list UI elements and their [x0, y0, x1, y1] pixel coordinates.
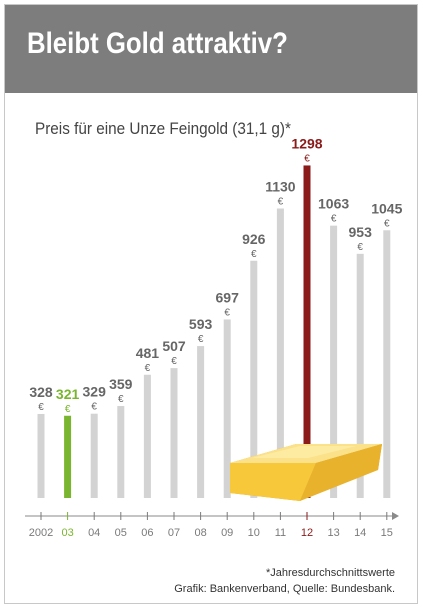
gold-bar-highlight — [252, 446, 356, 458]
x-tick-label: 07 — [168, 527, 180, 539]
chart-subtitle: Preis für eine Unze Feingold (31,1 g)* — [35, 119, 291, 138]
x-tick-label: 12 — [301, 527, 313, 539]
footnote: *Jahresdurchschnittswerte — [265, 567, 395, 579]
gold-bar-icon — [230, 444, 382, 501]
bar — [223, 319, 231, 498]
currency-label: € — [171, 356, 177, 367]
currency-label: € — [224, 307, 230, 318]
page-title: Bleibt Gold attraktiv? — [27, 27, 288, 60]
gold-bar-front — [230, 463, 316, 501]
header-banner: Bleibt Gold attraktiv? — [5, 5, 417, 93]
x-tick-label: 11 — [275, 527, 286, 539]
x-tick-label: 14 — [354, 527, 366, 539]
x-tick-label: 05 — [115, 527, 127, 539]
x-tick-label: 09 — [221, 527, 233, 539]
value-label: 359 — [109, 376, 133, 392]
value-label: 321 — [56, 386, 80, 402]
bar — [117, 406, 125, 498]
x-tick-label: 2002 — [29, 527, 53, 539]
bar — [64, 415, 72, 498]
currency-label: € — [384, 218, 390, 229]
currency-label: € — [278, 196, 284, 207]
bar — [250, 260, 258, 498]
value-label: 329 — [83, 384, 107, 400]
x-tick-label: 08 — [194, 527, 206, 539]
bar — [143, 374, 151, 498]
value-labels-group: 328 €321 €329 €359 €481 €507 €593 €697 €926 €1130… — [29, 135, 402, 414]
currency-label: € — [331, 214, 337, 225]
value-label: 1130 — [265, 178, 296, 194]
currency-label: € — [357, 242, 363, 253]
bar — [356, 253, 364, 498]
value-label: 593 — [189, 316, 213, 332]
value-label: 1045 — [371, 200, 402, 216]
chart-frame: Bleibt Gold attraktiv? Preis für eine Un… — [4, 4, 418, 604]
x-axis-arrow-icon — [392, 512, 399, 520]
x-axis: 2002 03 04 05 06 07 08 09 10 11 12 13 14 15 — [25, 512, 399, 539]
bar — [303, 165, 311, 498]
source-note: Grafik: Bankenverband, Quelle: Bundesban… — [174, 583, 395, 595]
bar — [90, 413, 98, 498]
currency-label: € — [198, 334, 204, 345]
x-tick-label: 06 — [141, 527, 153, 539]
currency-label: € — [118, 394, 124, 405]
x-tick-label: 13 — [327, 527, 339, 539]
currency-label: € — [251, 249, 257, 260]
x-tick-label: 10 — [248, 527, 260, 539]
bar — [197, 346, 205, 498]
value-label: 507 — [162, 338, 186, 354]
currency-label: € — [38, 402, 44, 413]
bar — [170, 368, 178, 498]
currency-label: € — [91, 402, 97, 413]
value-label: 1063 — [318, 196, 349, 212]
value-label: 953 — [349, 224, 373, 240]
value-label: 1298 — [291, 135, 322, 151]
bar — [276, 208, 284, 498]
gold-bar-right — [300, 444, 382, 501]
value-label: 697 — [216, 289, 240, 305]
bar — [37, 413, 45, 498]
currency-label: € — [65, 404, 71, 415]
x-tick-label: 04 — [88, 527, 100, 539]
value-label: 328 — [29, 384, 53, 400]
currency-label: € — [304, 153, 310, 164]
x-tick-label: 15 — [381, 527, 393, 539]
bar — [383, 230, 391, 498]
value-label: 481 — [136, 345, 160, 361]
value-label: 926 — [242, 231, 266, 247]
bars-group — [37, 165, 391, 498]
bar — [330, 225, 338, 498]
x-tick-label: 03 — [61, 527, 73, 539]
currency-label: € — [145, 363, 151, 374]
